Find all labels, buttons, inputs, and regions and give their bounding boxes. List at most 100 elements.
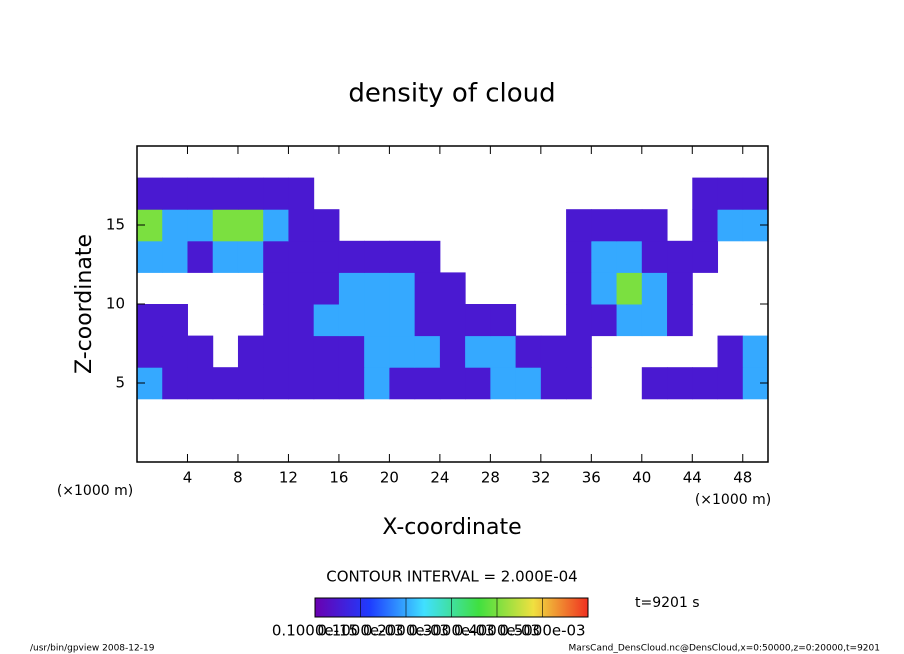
density-cell — [364, 304, 390, 337]
density-cell — [389, 335, 416, 368]
x-unit: (×1000 m) — [695, 492, 771, 508]
density-cell — [137, 335, 163, 368]
density-cell — [338, 367, 365, 400]
colorbar-label: 0.5000e-03 — [499, 622, 585, 640]
density-cell — [212, 177, 239, 210]
density-cell — [313, 367, 340, 400]
density-cell — [667, 240, 693, 273]
density-cell — [313, 304, 340, 337]
density-cell — [338, 304, 365, 337]
density-cell — [288, 335, 315, 368]
density-cell — [313, 335, 340, 368]
density-cell — [162, 240, 188, 273]
density-cell — [288, 209, 315, 242]
density-cell — [439, 304, 466, 337]
x-tick-label: 4 — [183, 469, 193, 487]
density-cell — [439, 335, 466, 368]
x-tick-label: 48 — [733, 469, 752, 487]
y-tick-label: 10 — [106, 295, 125, 313]
x-tick-label: 40 — [632, 469, 651, 487]
density-cell — [616, 209, 643, 242]
density-cell — [566, 304, 592, 337]
density-cell — [187, 209, 214, 242]
density-cell — [667, 304, 693, 337]
colorbar-label: 0.1000e-03 — [317, 622, 403, 640]
density-cell — [692, 240, 719, 273]
density-cell — [717, 367, 744, 400]
density-cell — [237, 240, 264, 273]
density-cell — [616, 272, 643, 305]
density-cell — [414, 335, 441, 368]
density-cell — [667, 367, 693, 400]
density-cell — [212, 209, 239, 242]
y-tick-label: 15 — [106, 216, 125, 234]
density-cell — [465, 367, 491, 400]
colorbar-label: 0.2000e-03 — [363, 622, 449, 640]
density-cell — [540, 367, 567, 400]
density-cell — [717, 209, 744, 242]
x-tick-label: 20 — [380, 469, 399, 487]
density-cell — [187, 335, 214, 368]
density-cell — [616, 240, 643, 273]
density-cell — [288, 367, 315, 400]
density-cell — [641, 272, 668, 305]
density-cell — [566, 240, 592, 273]
chart-title: density of cloud — [348, 79, 555, 109]
density-cell — [263, 367, 289, 400]
density-cell — [364, 272, 390, 305]
density-cell — [288, 177, 315, 210]
density-cell — [364, 367, 390, 400]
density-cell — [237, 367, 264, 400]
density-cell — [187, 177, 214, 210]
density-cell — [641, 240, 668, 273]
density-cell — [263, 335, 289, 368]
density-cell — [389, 304, 416, 337]
density-cell — [566, 335, 592, 368]
density-cell — [162, 335, 188, 368]
density-cell — [566, 209, 592, 242]
density-cell — [338, 240, 365, 273]
density-cell — [237, 209, 264, 242]
density-cell — [641, 304, 668, 337]
density-cell — [591, 209, 618, 242]
density-cell — [364, 335, 390, 368]
density-cell — [137, 304, 163, 337]
density-cell — [490, 367, 517, 400]
density-cell — [692, 367, 719, 400]
density-cell — [566, 367, 592, 400]
density-cell — [490, 304, 517, 337]
density-cell — [162, 304, 188, 337]
density-cell — [515, 367, 542, 400]
density-cell — [667, 272, 693, 305]
density-cell — [338, 272, 365, 305]
y-tick-label: 5 — [115, 374, 125, 392]
density-cell — [338, 335, 365, 368]
density-cell — [591, 304, 618, 337]
density-cell — [515, 335, 542, 368]
density-cell — [641, 367, 668, 400]
density-cell — [742, 177, 769, 210]
x-tick-label: 12 — [279, 469, 298, 487]
colorbar-label: 0.1000e-15 — [272, 622, 358, 640]
density-cell — [212, 367, 239, 400]
density-cell — [540, 335, 567, 368]
density-cell — [717, 335, 744, 368]
contour-interval: CONTOUR INTERVAL = 2.000E-04 — [326, 568, 577, 586]
density-cell — [237, 335, 264, 368]
density-cell — [414, 272, 441, 305]
density-cell — [439, 272, 466, 305]
density-cell — [389, 272, 416, 305]
density-cell — [137, 177, 163, 210]
density-cell — [187, 240, 214, 273]
density-cell — [212, 240, 239, 273]
x-tick-label: 28 — [481, 469, 500, 487]
density-cell — [162, 177, 188, 210]
density-cell — [288, 240, 315, 273]
density-cell — [616, 304, 643, 337]
density-cell — [717, 177, 744, 210]
density-cell — [288, 272, 315, 305]
density-cell — [414, 367, 441, 400]
density-cell — [414, 304, 441, 337]
x-tick-label: 24 — [430, 469, 449, 487]
density-cell — [263, 209, 289, 242]
